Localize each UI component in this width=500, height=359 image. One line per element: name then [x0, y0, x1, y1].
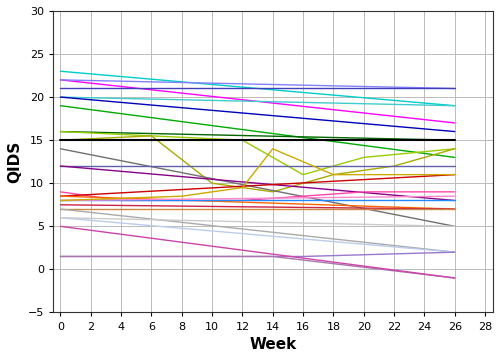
- X-axis label: Week: Week: [249, 337, 296, 352]
- Y-axis label: QIDS: QIDS: [7, 141, 22, 183]
